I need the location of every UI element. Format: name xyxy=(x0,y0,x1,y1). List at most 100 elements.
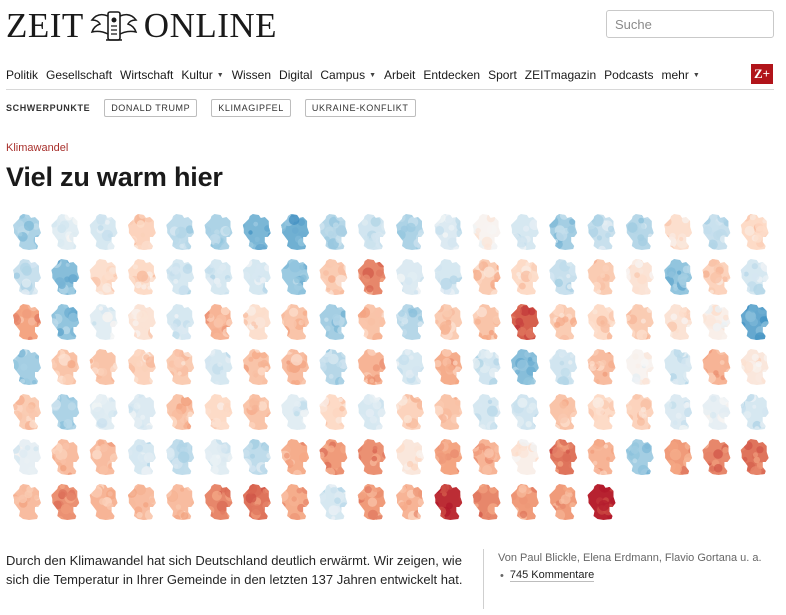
germany-map-tile[interactable] xyxy=(202,258,235,297)
germany-map-tile[interactable] xyxy=(201,393,234,432)
germany-map-tile[interactable] xyxy=(544,390,582,434)
germany-map-tile[interactable] xyxy=(46,438,81,480)
nav-item-wissen[interactable]: Wissen xyxy=(232,68,271,82)
comments-link[interactable]: • 745 Kommentare xyxy=(500,569,595,582)
germany-map-tile[interactable] xyxy=(85,300,124,344)
germany-map-tile[interactable] xyxy=(432,347,467,388)
germany-map-tile[interactable] xyxy=(237,303,273,341)
germany-map-tile[interactable] xyxy=(203,483,237,521)
germany-map-tile[interactable] xyxy=(356,213,391,251)
germany-map-tile[interactable] xyxy=(623,348,658,387)
germany-map-tile[interactable] xyxy=(583,213,618,254)
germany-map-tile[interactable] xyxy=(87,435,123,476)
germany-map-tile[interactable] xyxy=(49,348,85,386)
germany-map-tile[interactable] xyxy=(544,482,579,521)
germany-map-tile[interactable] xyxy=(279,345,313,390)
germany-map-tile[interactable] xyxy=(509,435,541,476)
germany-map-tile[interactable] xyxy=(584,254,618,299)
article-kicker[interactable]: Klimawandel xyxy=(6,142,69,154)
germany-map-tile[interactable] xyxy=(470,303,504,342)
germany-map-tile[interactable] xyxy=(469,481,507,522)
germany-map-tile[interactable] xyxy=(582,392,622,431)
germany-map-tile[interactable] xyxy=(738,348,772,389)
topic-tag-klimagipfel[interactable]: KLIMAGIPFEL xyxy=(211,99,291,117)
nav-item-kultur[interactable]: Kultur ▼ xyxy=(181,68,223,82)
germany-map-tile[interactable] xyxy=(432,481,467,522)
germany-map-tile[interactable] xyxy=(660,213,696,253)
germany-map-tile[interactable] xyxy=(239,213,273,256)
germany-map-tile[interactable] xyxy=(508,258,543,296)
germany-map-tile[interactable] xyxy=(431,301,464,341)
germany-map-tile[interactable] xyxy=(162,258,197,299)
germany-map-tile[interactable] xyxy=(582,480,620,522)
germany-map-tile[interactable] xyxy=(316,210,350,251)
germany-map-tile[interactable] xyxy=(163,302,198,343)
germany-map-tile[interactable] xyxy=(125,483,160,523)
germany-map-tile[interactable] xyxy=(393,258,428,298)
germany-map-tile[interactable] xyxy=(317,256,352,300)
germany-map-tile[interactable] xyxy=(622,303,659,342)
nav-item-politik[interactable]: Politik xyxy=(6,68,38,82)
germany-map-tile[interactable] xyxy=(315,346,349,388)
germany-map-tile[interactable] xyxy=(8,299,46,341)
germany-map-tile[interactable] xyxy=(87,209,120,252)
germany-map-tile[interactable] xyxy=(240,347,273,386)
germany-map-tile[interactable] xyxy=(352,346,391,389)
germany-map-tile[interactable] xyxy=(279,393,313,435)
germany-map-tile[interactable] xyxy=(390,303,426,341)
germany-map-tile[interactable] xyxy=(276,299,313,343)
germany-map-tile[interactable] xyxy=(240,437,273,476)
germany-map-tile[interactable] xyxy=(122,212,157,253)
germany-map-tile[interactable] xyxy=(8,393,48,432)
germany-map-tile[interactable] xyxy=(466,213,503,255)
germany-map-tile[interactable] xyxy=(123,346,160,386)
germany-map-tile[interactable] xyxy=(429,258,468,300)
germany-map-tile[interactable] xyxy=(241,258,274,296)
germany-map-tile[interactable] xyxy=(125,436,158,478)
germany-map-tile[interactable] xyxy=(48,213,84,253)
zplus-button[interactable]: Z+ xyxy=(751,64,773,84)
nav-item-wirtschaft[interactable]: Wirtschaft xyxy=(120,68,173,82)
germany-map-tile[interactable] xyxy=(584,346,618,386)
germany-map-tile[interactable] xyxy=(544,258,580,300)
germany-map-tile[interactable] xyxy=(735,258,773,296)
germany-map-tile[interactable] xyxy=(509,348,543,389)
germany-map-tile[interactable] xyxy=(201,213,234,254)
germany-map-tile[interactable] xyxy=(506,393,542,433)
germany-map-tile[interactable] xyxy=(739,213,771,251)
germany-map-tile[interactable] xyxy=(393,483,429,522)
germany-map-tile[interactable] xyxy=(352,302,389,344)
germany-map-tile[interactable] xyxy=(161,482,200,522)
germany-map-tile[interactable] xyxy=(7,346,45,388)
germany-map-tile[interactable] xyxy=(241,482,274,521)
germany-map-tile[interactable] xyxy=(352,434,389,476)
germany-map-tile[interactable] xyxy=(471,258,505,300)
nav-item-zeitmagazin[interactable]: ZEITmagazin xyxy=(525,68,596,82)
germany-map-tile[interactable] xyxy=(199,346,238,387)
germany-map-tile[interactable] xyxy=(48,255,84,297)
germany-map-tile[interactable] xyxy=(356,254,389,296)
germany-map-tile[interactable] xyxy=(85,346,122,386)
germany-map-tile[interactable] xyxy=(8,483,46,522)
nav-item-mehr[interactable]: mehr ▼ xyxy=(662,68,700,82)
germany-map-tile[interactable] xyxy=(394,213,428,254)
zeit-online-logo[interactable]: ZEIT ONLINE xyxy=(6,6,277,46)
germany-map-tile[interactable] xyxy=(161,210,197,253)
germany-map-tile[interactable] xyxy=(241,390,277,431)
nav-item-gesellschaft[interactable]: Gesellschaft xyxy=(46,68,112,82)
germany-map-tile[interactable] xyxy=(509,212,542,252)
germany-map-tile[interactable] xyxy=(697,345,735,387)
germany-map-tile[interactable] xyxy=(317,303,349,343)
germany-map-tile[interactable] xyxy=(547,211,580,252)
germany-map-tile[interactable] xyxy=(582,302,620,342)
nav-item-digital[interactable]: Digital xyxy=(279,68,312,82)
germany-map-tile[interactable] xyxy=(275,210,312,251)
germany-map-tile[interactable] xyxy=(430,390,468,431)
germany-map-tile[interactable] xyxy=(9,437,45,476)
germany-map-tile[interactable] xyxy=(700,256,737,297)
germany-map-tile[interactable] xyxy=(547,345,580,388)
germany-map-tile[interactable] xyxy=(124,258,160,296)
germany-map-tile[interactable] xyxy=(547,436,579,476)
germany-map-tile[interactable] xyxy=(735,391,772,432)
germany-map-tile[interactable] xyxy=(276,483,312,524)
